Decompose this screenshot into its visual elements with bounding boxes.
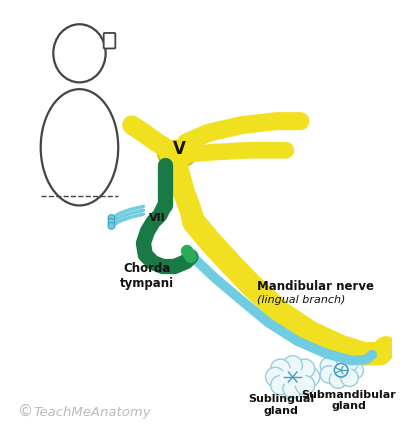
Ellipse shape — [158, 140, 197, 168]
Circle shape — [283, 379, 302, 398]
Ellipse shape — [331, 363, 351, 378]
Circle shape — [271, 359, 290, 378]
Circle shape — [341, 354, 358, 371]
Text: Chorda
tympani: Chorda tympani — [120, 262, 175, 290]
Text: Submandibular
gland: Submandibular gland — [301, 389, 396, 411]
Text: ©: © — [17, 403, 33, 419]
Circle shape — [329, 371, 347, 389]
Circle shape — [271, 375, 290, 395]
Circle shape — [329, 352, 347, 370]
Text: Mandibular nerve: Mandibular nerve — [257, 280, 374, 293]
Circle shape — [295, 359, 315, 378]
Ellipse shape — [53, 24, 105, 82]
Circle shape — [108, 219, 115, 225]
Text: TeachMeAnatomy: TeachMeAnatomy — [33, 406, 151, 419]
Circle shape — [108, 223, 115, 229]
Ellipse shape — [41, 89, 118, 205]
Text: VII: VII — [149, 213, 165, 223]
FancyBboxPatch shape — [104, 33, 115, 48]
Text: Sublingual
gland: Sublingual gland — [248, 394, 314, 416]
Text: V: V — [173, 140, 186, 158]
Text: (lingual branch): (lingual branch) — [257, 295, 345, 305]
Circle shape — [295, 375, 315, 395]
Circle shape — [346, 362, 364, 379]
Circle shape — [320, 366, 338, 383]
Circle shape — [265, 367, 285, 387]
Circle shape — [108, 215, 115, 221]
Circle shape — [341, 369, 358, 386]
Circle shape — [320, 357, 338, 375]
Circle shape — [301, 367, 320, 387]
Circle shape — [283, 356, 302, 375]
Ellipse shape — [280, 368, 306, 386]
